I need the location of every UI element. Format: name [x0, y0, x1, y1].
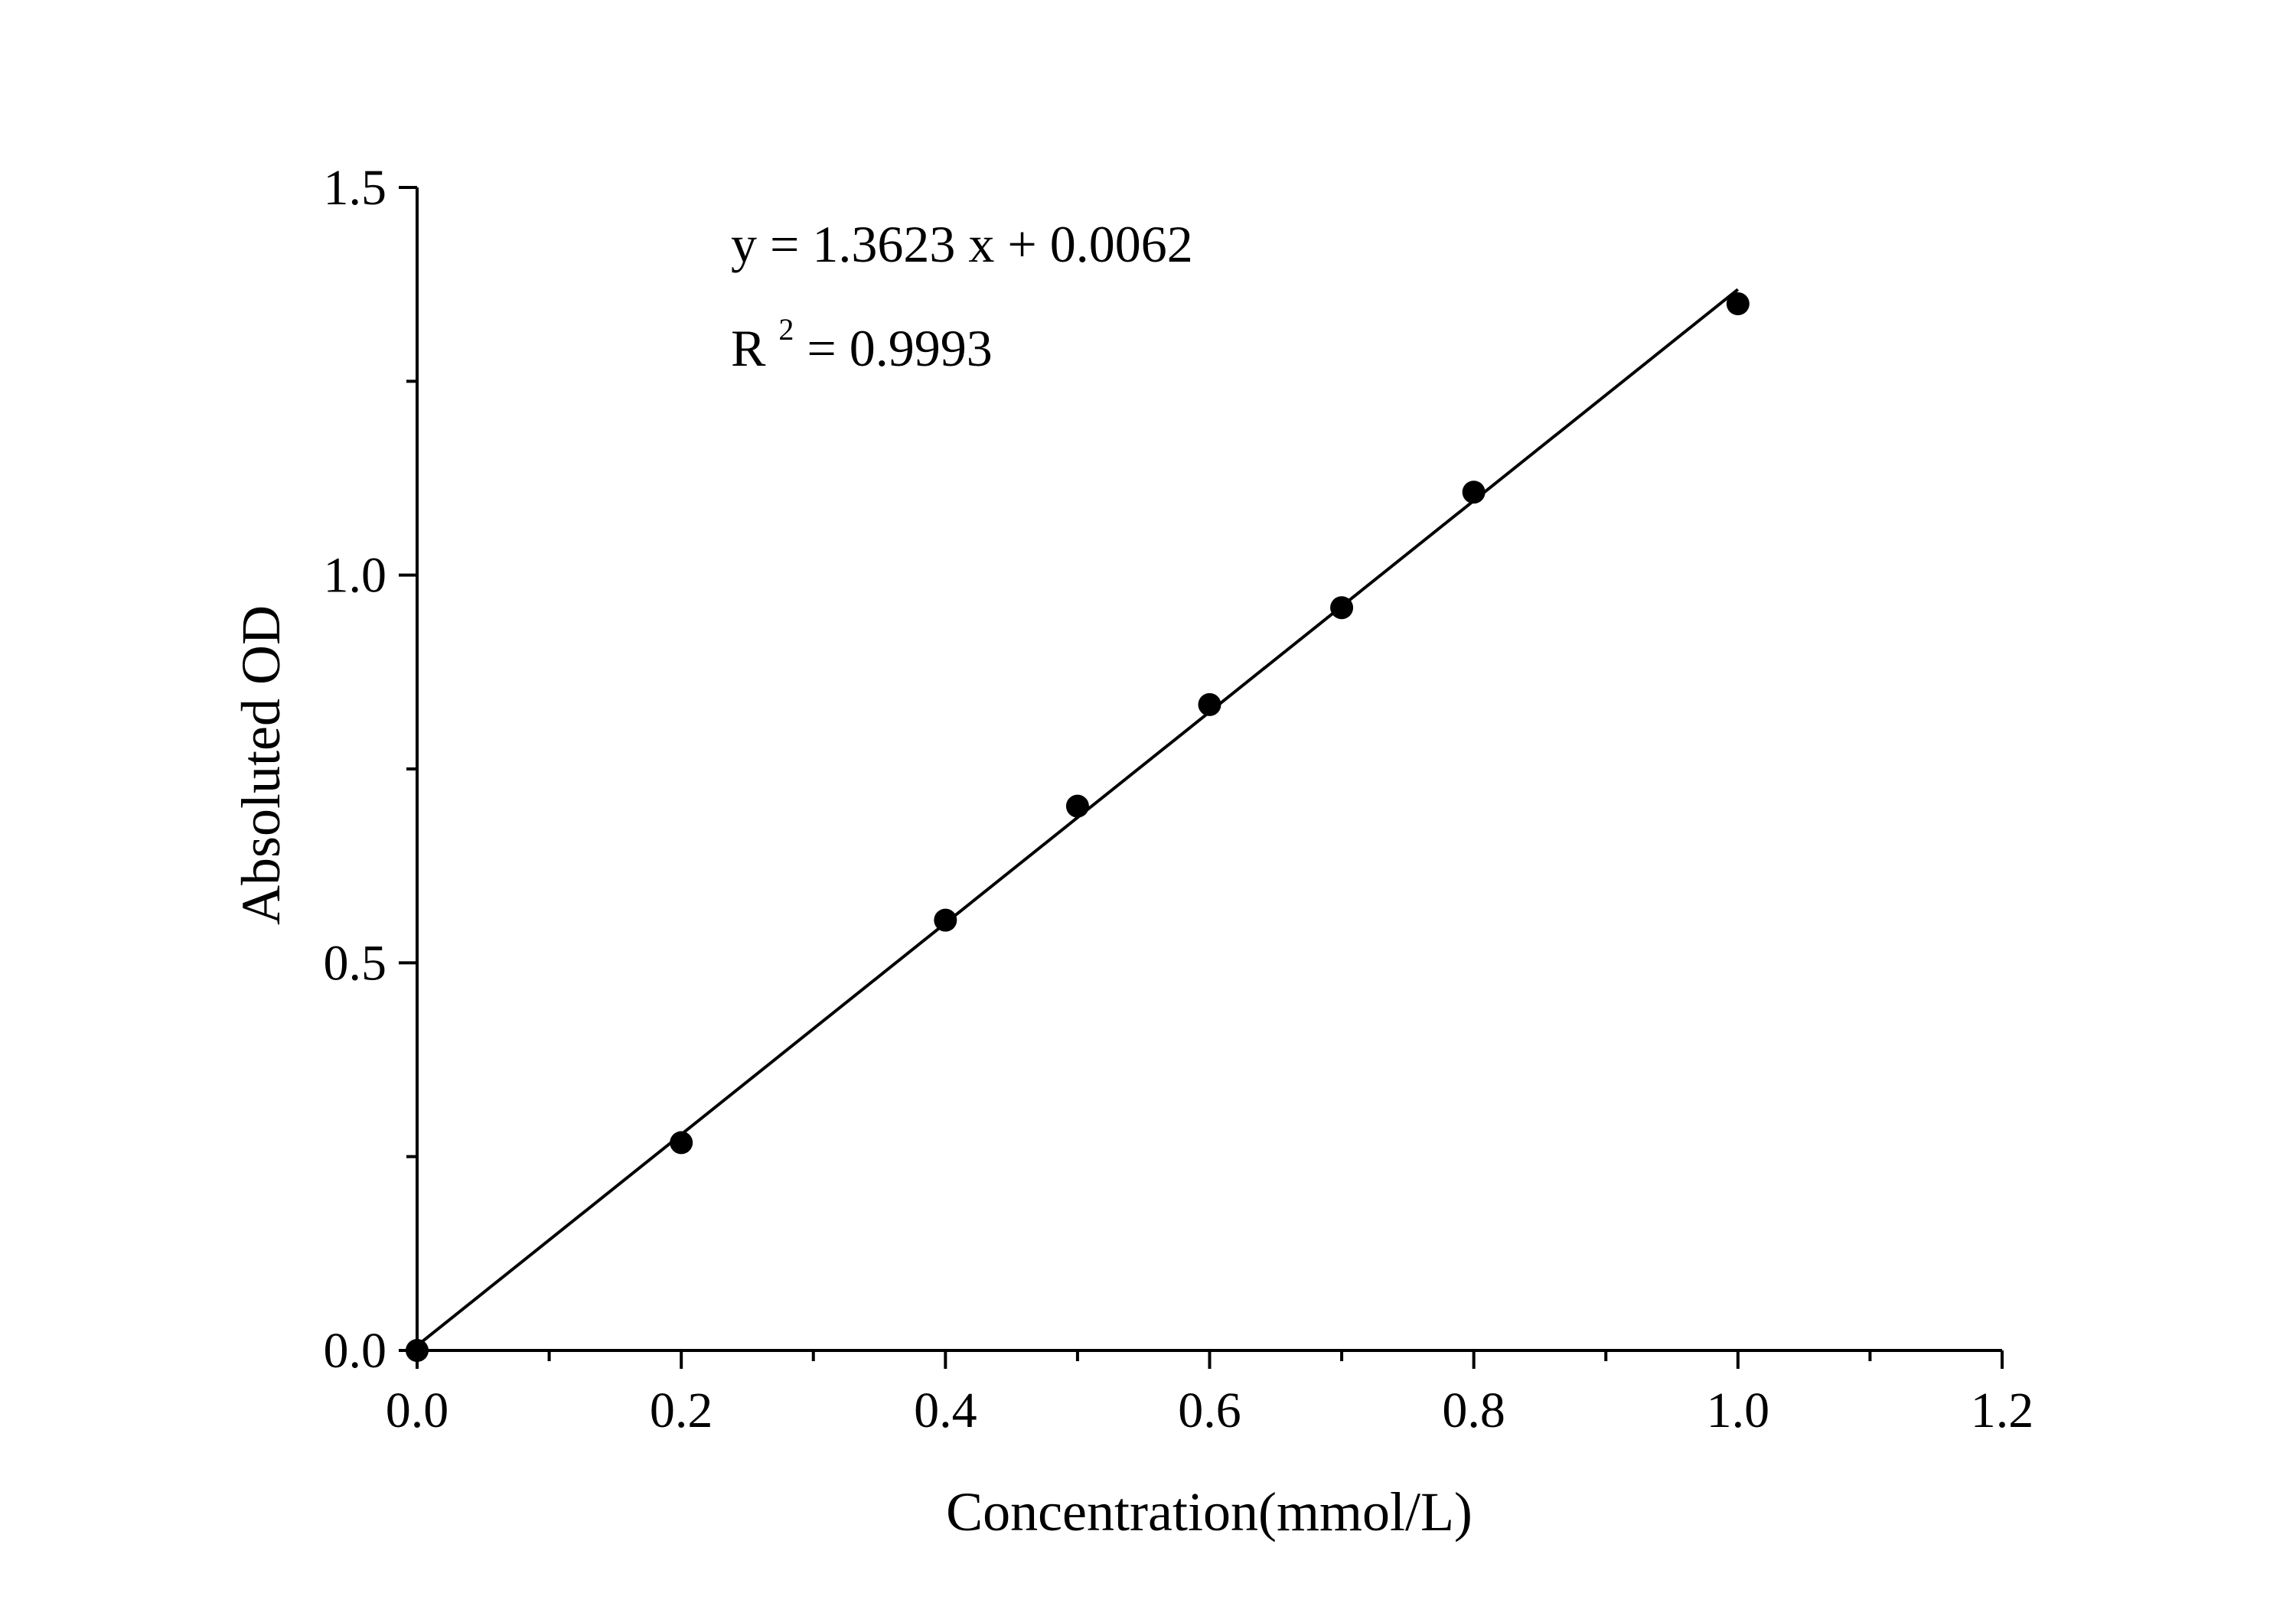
data-point: [1462, 480, 1486, 504]
data-point: [670, 1131, 693, 1155]
x-tick-label: 0.6: [1178, 1383, 1241, 1438]
y-tick-label: 1.0: [324, 548, 387, 604]
y-tick-label: 0.0: [324, 1323, 387, 1379]
data-point: [1330, 596, 1354, 620]
x-tick-label: 0.4: [914, 1383, 977, 1438]
r-squared-prefix: R: [731, 319, 766, 377]
x-tick-label: 0.0: [386, 1383, 449, 1438]
data-point: [1198, 692, 1221, 716]
x-tick-label: 0.8: [1442, 1383, 1505, 1438]
data-point: [406, 1339, 429, 1362]
axes-layer: [416, 187, 2002, 1352]
data-point: [1726, 292, 1750, 315]
points-layer: [406, 292, 1750, 1362]
x-tick-label: 0.2: [650, 1383, 713, 1438]
r-squared-label: R 2 = 0.9993: [731, 293, 993, 377]
r-squared-superscript: 2: [778, 312, 794, 347]
x-axis-title: Concentration(mmol/L): [946, 1481, 1473, 1542]
y-tick-label: 1.5: [324, 160, 387, 216]
y-axis-title: Absoluted OD: [230, 605, 292, 925]
ticks-layer: 0.0 0.2 0.4 0.6 0.8 1.0 1.2 0.0 0.5 1.0 1.5: [324, 160, 2034, 1438]
data-point: [934, 908, 957, 932]
x-tick-label: 1.2: [1971, 1383, 2034, 1438]
y-tick-label: 0.5: [324, 935, 387, 991]
x-tick-label: 1.0: [1707, 1383, 1770, 1438]
data-point: [1065, 794, 1089, 818]
r-squared-value: = 0.9993: [807, 319, 992, 377]
fit-equation-label: y = 1.3623 x + 0.0062: [731, 215, 1193, 273]
